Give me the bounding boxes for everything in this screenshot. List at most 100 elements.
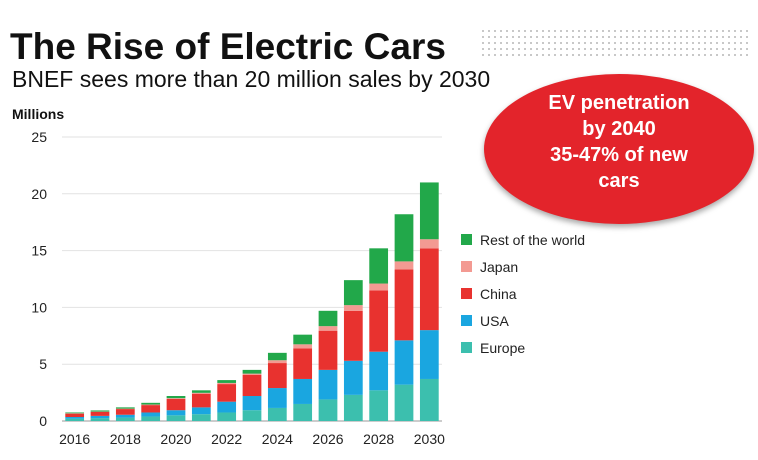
bar-segment [267, 388, 287, 408]
bar-segment [115, 409, 135, 415]
bar-segment [419, 248, 439, 331]
bar-segment [343, 305, 363, 311]
bar-segment [318, 326, 338, 331]
x-axis-ticks: 2016 2018 2020 2022 2024 2026 2028 2030 [59, 431, 445, 447]
bar-segment [394, 269, 414, 341]
bar-segment [217, 382, 237, 385]
x-tick-label: 2028 [363, 431, 394, 447]
x-tick-label: 2030 [414, 431, 445, 447]
bar-segment [242, 369, 262, 374]
bar-segment [217, 401, 237, 413]
bar-segment [293, 348, 313, 379]
y-tick-label: 10 [31, 299, 47, 315]
bar-segment [166, 415, 186, 421]
legend-swatch [461, 342, 472, 353]
bar-segment [65, 412, 85, 414]
bar-segment [90, 418, 110, 421]
bar-segment [141, 405, 161, 413]
chart-title: The Rise of Electric Cars [10, 26, 446, 67]
bar-segment [217, 412, 237, 421]
bar-segment [267, 352, 287, 361]
legend-label: Japan [480, 259, 518, 275]
y-tick-label: 0 [39, 413, 47, 429]
bar-segment [343, 394, 363, 421]
bar-segment [115, 417, 135, 421]
bar-segment [166, 398, 186, 411]
x-tick-label: 2026 [312, 431, 343, 447]
y-axis-ticks: 0 5 10 15 20 25 [31, 129, 47, 429]
bar-segment [369, 248, 389, 284]
bar-segment [394, 384, 414, 421]
bar-segment [141, 416, 161, 421]
y-tick-label: 25 [31, 129, 47, 145]
bar-segment [191, 393, 211, 408]
legend-swatch [461, 261, 472, 272]
bars [65, 182, 439, 421]
bar-segment [318, 399, 338, 421]
bar-segment [369, 283, 389, 291]
bar-segment [369, 290, 389, 352]
bar-segment [343, 360, 363, 395]
bar-segment [394, 261, 414, 270]
bar-segment [394, 340, 414, 385]
legend-label: China [480, 286, 517, 302]
bar-segment [166, 396, 186, 399]
ev-penetration-callout: EV penetration by 2040 35-47% of new car… [484, 74, 754, 224]
x-tick-label: 2022 [211, 431, 242, 447]
legend-label: Rest of the world [480, 232, 585, 248]
callout-line: EV penetration [548, 92, 690, 114]
bar-segment [267, 360, 287, 364]
chart-subtitle: BNEF sees more than 20 million sales by … [12, 66, 491, 92]
legend-swatch [461, 288, 472, 299]
y-tick-label: 15 [31, 243, 47, 259]
bar-segment [318, 369, 338, 400]
legend: Rest of the world Japan China USA Europe [461, 232, 585, 356]
legend-label: USA [480, 313, 509, 329]
bar-segment [419, 182, 439, 240]
legend-label: Europe [480, 340, 525, 356]
callout-line: by 2040 [582, 118, 656, 140]
bar-segment [217, 384, 237, 402]
legend-swatch [461, 234, 472, 245]
bar-segment [267, 363, 287, 389]
bar-segment [141, 402, 161, 405]
legend-swatch [461, 315, 472, 326]
bar-segment [419, 378, 439, 421]
bar-segment [293, 334, 313, 345]
bar-segment [191, 414, 211, 421]
x-tick-label: 2020 [160, 431, 191, 447]
x-tick-label: 2018 [110, 431, 141, 447]
bar-segment [369, 390, 389, 421]
bar-segment [191, 407, 211, 415]
bar-segment [318, 310, 338, 327]
callout-text: EV penetration by 2040 35-47% of new car… [484, 90, 754, 194]
bar-segment [343, 280, 363, 306]
bar-segment [242, 396, 262, 411]
x-tick-label: 2016 [59, 431, 90, 447]
bar-segment [65, 413, 85, 418]
callout-line: 35-47% of new [550, 144, 688, 166]
bar-segment [191, 390, 211, 393]
bar-segment [90, 410, 110, 412]
bar-segment [419, 330, 439, 379]
bar-segment [65, 418, 85, 421]
bar-segment [242, 374, 262, 397]
bar-segment [217, 380, 237, 383]
x-tick-label: 2024 [262, 431, 293, 447]
bar-segment [293, 403, 313, 421]
bar-segment [115, 407, 135, 409]
bar-segment [419, 239, 439, 249]
bar-segment [90, 415, 110, 419]
bar-segment [242, 410, 262, 421]
y-tick-label: 5 [39, 356, 47, 372]
bar-segment [141, 412, 161, 417]
bar-segment [166, 398, 186, 399]
bar-segment [191, 392, 211, 394]
bar-segment [369, 351, 389, 391]
decorative-dot-pattern [480, 28, 750, 58]
y-axis-unit-label: Millions [12, 106, 65, 122]
bar-segment [267, 407, 287, 421]
callout-line: cars [598, 170, 640, 192]
bar-segment [115, 414, 135, 418]
bar-segment [242, 373, 262, 375]
